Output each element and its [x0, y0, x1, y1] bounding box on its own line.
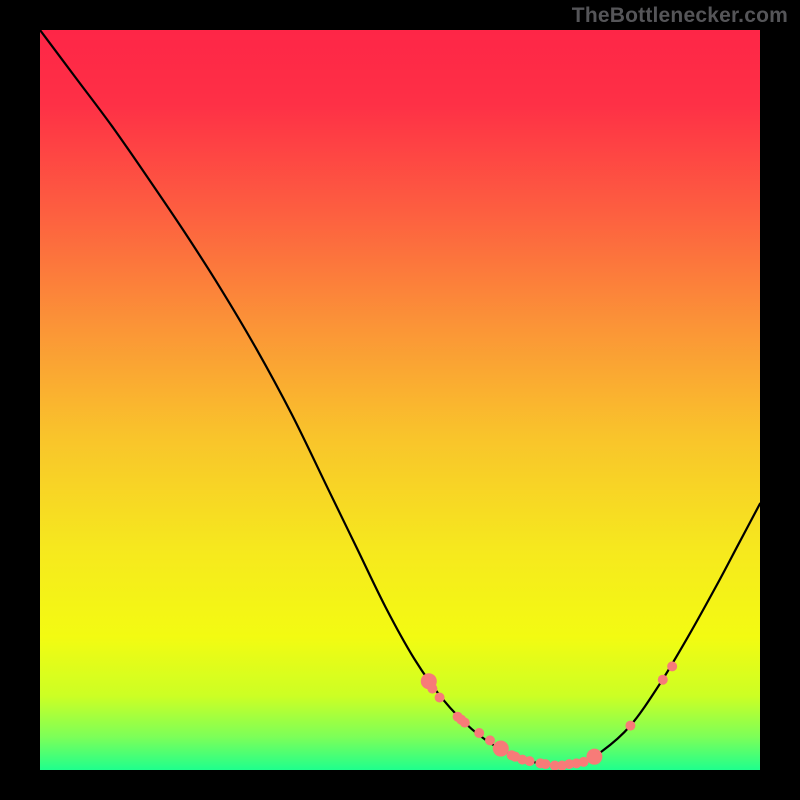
data-point-marker [485, 735, 495, 745]
data-point-marker [525, 756, 535, 766]
data-point-marker [625, 721, 635, 731]
data-point-marker [435, 692, 445, 702]
data-point-marker [586, 749, 602, 765]
data-point-marker [540, 759, 550, 769]
data-point-marker [493, 741, 509, 757]
data-point-marker [667, 661, 677, 671]
plot-background [40, 30, 760, 770]
chart-stage: TheBottlenecker.com [0, 0, 800, 800]
data-point-marker [460, 718, 470, 728]
data-point-marker [427, 684, 437, 694]
attribution-label: TheBottlenecker.com [572, 4, 788, 28]
bottleneck-chart [0, 0, 800, 800]
data-point-marker [474, 728, 484, 738]
data-point-marker [658, 675, 668, 685]
